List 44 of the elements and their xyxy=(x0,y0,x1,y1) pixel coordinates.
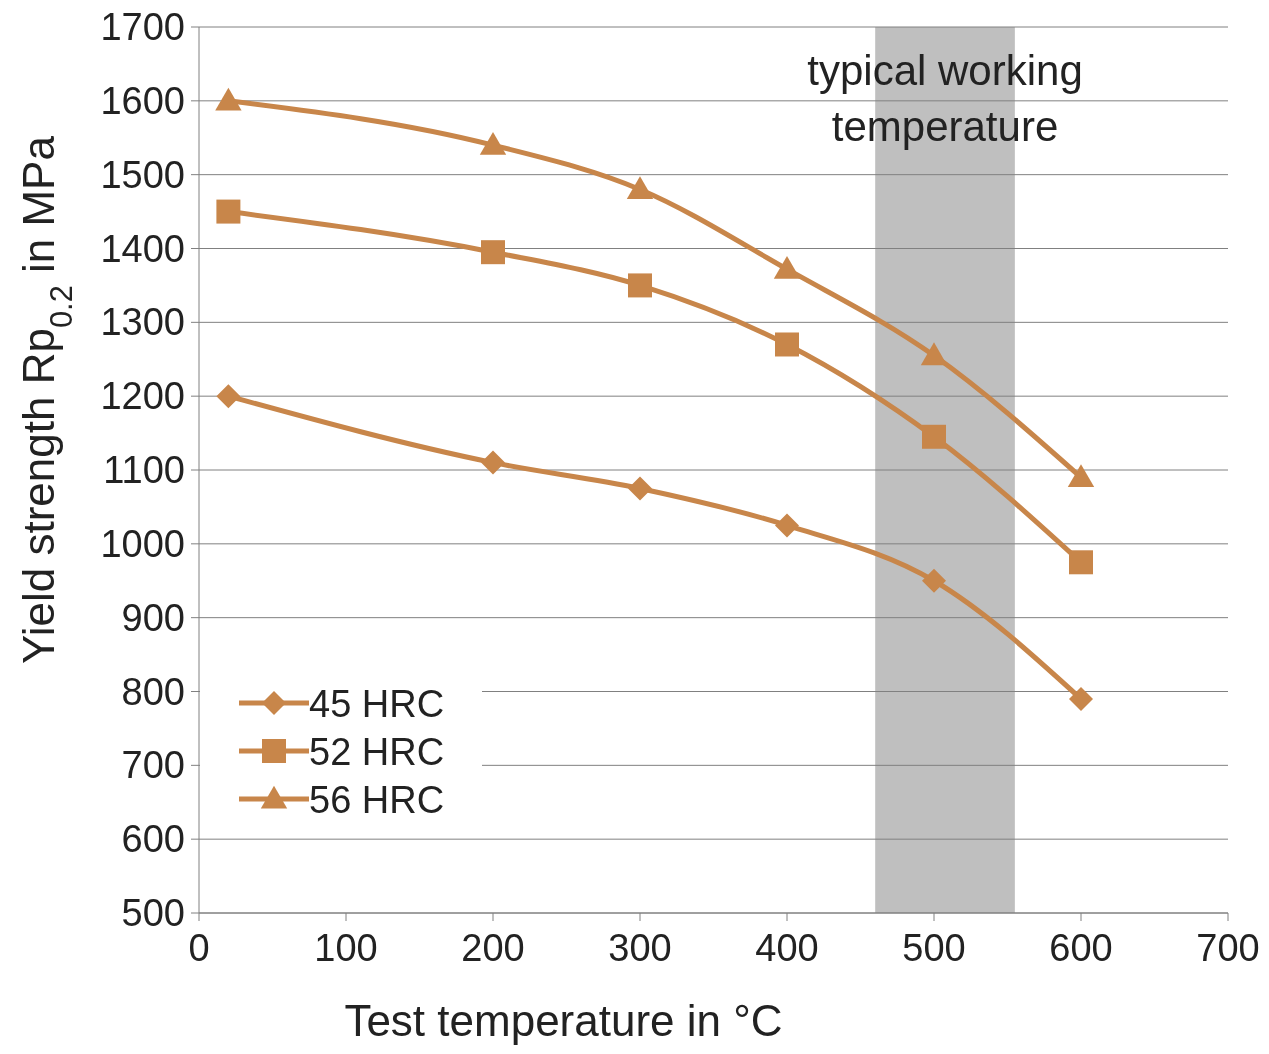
point xyxy=(922,568,946,593)
point xyxy=(1067,464,1095,487)
y-tick-label: 1200 xyxy=(100,375,185,418)
y-tick-label: 1100 xyxy=(103,449,185,491)
legend-label: 45 HRC xyxy=(309,683,445,725)
point xyxy=(216,384,241,409)
x-tick-label: 400 xyxy=(755,927,819,969)
x-tick-label: 100 xyxy=(314,927,378,969)
band-label: typical working temperature xyxy=(807,47,1083,150)
y-tick-label: 900 xyxy=(121,596,185,639)
point xyxy=(920,342,948,366)
x-tick-label: 300 xyxy=(608,927,672,969)
y-tick-label: 1700 xyxy=(100,6,185,48)
legend-label: 56 HRC xyxy=(309,779,445,821)
point xyxy=(628,476,652,501)
y-tick-label: 600 xyxy=(121,818,185,861)
x-axis-title: Test temperature in °C xyxy=(344,996,783,1045)
y-tick-label: 1300 xyxy=(100,301,185,344)
y-tick-label: 800 xyxy=(121,670,185,713)
point xyxy=(773,255,801,279)
point xyxy=(481,450,505,475)
x-tick-label: 700 xyxy=(1196,927,1260,969)
y-tick-label: 500 xyxy=(121,892,185,934)
point xyxy=(215,87,242,111)
point xyxy=(479,131,507,155)
point xyxy=(922,424,946,449)
point xyxy=(1069,686,1093,711)
legend-label: 52 HRC xyxy=(309,731,445,773)
point xyxy=(628,273,652,298)
y-tick-label: 700 xyxy=(121,744,185,787)
x-tick-label: 600 xyxy=(1049,927,1113,969)
point xyxy=(216,199,241,224)
y-tick-label: 1600 xyxy=(100,79,185,122)
y-tick-label: 1400 xyxy=(100,227,185,270)
x-tick-label: 500 xyxy=(902,927,966,969)
y-tick-label: 1000 xyxy=(100,522,185,565)
point xyxy=(626,176,654,200)
x-tick-label: 200 xyxy=(461,927,525,969)
y-tick-label: 1500 xyxy=(100,153,185,196)
x-tick-label: 0 xyxy=(188,927,210,969)
point xyxy=(775,513,799,538)
point xyxy=(1069,550,1093,575)
point xyxy=(481,240,505,265)
point xyxy=(775,332,799,357)
